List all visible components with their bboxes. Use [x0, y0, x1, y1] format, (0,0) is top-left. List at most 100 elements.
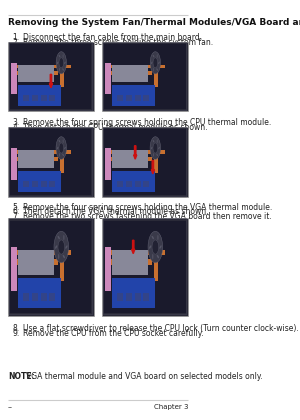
Bar	[154, 242, 158, 281]
Bar	[18, 278, 61, 308]
Text: 7.: 7.	[12, 212, 20, 221]
Ellipse shape	[158, 62, 160, 64]
Text: Then detach the CPU thermal module as shown.: Then detach the CPU thermal module as sh…	[22, 123, 207, 132]
Bar	[102, 42, 188, 111]
Ellipse shape	[55, 245, 57, 249]
Ellipse shape	[149, 245, 152, 249]
Ellipse shape	[157, 54, 158, 58]
Ellipse shape	[65, 245, 68, 249]
Bar	[8, 127, 94, 197]
Text: 9.: 9.	[12, 329, 20, 338]
Text: Remove the CPU from the CPU socket carefully.: Remove the CPU from the CPU socket caref…	[22, 329, 203, 338]
Bar	[112, 85, 155, 106]
Ellipse shape	[159, 245, 162, 249]
Text: NOTE:: NOTE:	[8, 372, 34, 381]
Bar	[135, 95, 141, 101]
Bar	[112, 150, 148, 168]
Bar	[40, 95, 46, 101]
FancyArrow shape	[50, 74, 52, 88]
Bar	[105, 247, 111, 291]
Bar	[104, 220, 185, 313]
Ellipse shape	[156, 68, 158, 71]
Bar	[112, 171, 155, 192]
Bar	[102, 127, 188, 197]
Ellipse shape	[58, 140, 60, 142]
Text: Removing the System Fan/Thermal Modules/VGA Board and CPU: Removing the System Fan/Thermal Modules/…	[8, 18, 300, 27]
Ellipse shape	[156, 154, 158, 156]
Ellipse shape	[63, 54, 64, 58]
FancyArrow shape	[134, 146, 137, 159]
Circle shape	[58, 240, 64, 254]
Bar	[154, 59, 158, 87]
Circle shape	[54, 231, 69, 263]
Bar	[104, 129, 185, 195]
Bar	[49, 95, 55, 101]
Bar	[109, 249, 165, 255]
Bar	[117, 293, 123, 301]
Bar	[109, 150, 165, 154]
Ellipse shape	[153, 55, 154, 57]
Ellipse shape	[59, 55, 60, 57]
FancyArrow shape	[132, 240, 135, 254]
Bar	[23, 95, 29, 101]
Bar	[11, 44, 92, 109]
Circle shape	[152, 240, 159, 254]
Bar	[32, 293, 38, 301]
Ellipse shape	[157, 255, 159, 258]
Text: Remove the four spring screws holding the CPU thermal module.: Remove the four spring screws holding th…	[22, 118, 271, 127]
Bar	[49, 181, 55, 187]
Circle shape	[153, 143, 158, 153]
Bar	[60, 144, 64, 173]
Bar	[40, 293, 46, 301]
Circle shape	[153, 58, 158, 68]
Bar	[15, 157, 58, 161]
Circle shape	[150, 137, 160, 159]
Text: Remove the four spring screws holding the VGA thermal module.: Remove the four spring screws holding th…	[22, 203, 272, 212]
Text: 1.: 1.	[13, 33, 20, 42]
FancyArrow shape	[151, 160, 154, 174]
Ellipse shape	[59, 153, 60, 157]
Text: Remove the three screws holding the system fan.: Remove the three screws holding the syst…	[22, 38, 213, 47]
Text: 6.: 6.	[12, 207, 20, 216]
Circle shape	[59, 58, 64, 68]
Ellipse shape	[151, 62, 152, 64]
Text: Use a flat screwdriver to release the CPU lock (Turn counter clock-wise).: Use a flat screwdriver to release the CP…	[22, 324, 298, 333]
Bar	[11, 63, 17, 94]
Bar	[105, 63, 111, 94]
Bar	[15, 150, 71, 154]
Ellipse shape	[58, 236, 60, 239]
Bar	[11, 148, 17, 180]
Circle shape	[56, 137, 67, 159]
Bar	[11, 220, 92, 313]
Bar	[15, 249, 71, 255]
Bar	[112, 250, 148, 275]
Bar	[15, 65, 71, 68]
Ellipse shape	[62, 154, 64, 156]
Text: --: --	[8, 404, 13, 410]
Text: 4.: 4.	[12, 123, 20, 132]
Text: 8.: 8.	[13, 324, 20, 333]
Text: Remove the two screws fastening the VGA board then remove it.: Remove the two screws fastening the VGA …	[22, 212, 271, 221]
Bar	[23, 293, 29, 301]
Bar	[60, 242, 64, 281]
Bar	[117, 95, 123, 101]
Bar	[105, 148, 111, 180]
Ellipse shape	[64, 62, 66, 64]
Bar	[49, 293, 55, 301]
Bar	[18, 85, 61, 106]
Ellipse shape	[158, 147, 160, 149]
Bar	[143, 95, 149, 101]
Bar	[32, 95, 38, 101]
Bar	[126, 181, 132, 187]
Text: VGA thermal module and VGA board on selected models only.: VGA thermal module and VGA board on sele…	[26, 372, 263, 381]
Circle shape	[59, 143, 64, 153]
Text: Chapter 3: Chapter 3	[154, 404, 188, 410]
Bar	[109, 71, 152, 75]
Bar	[18, 65, 54, 82]
Text: Disconnect the fan cable from the main board.: Disconnect the fan cable from the main b…	[22, 33, 202, 42]
Ellipse shape	[62, 68, 64, 71]
Ellipse shape	[63, 235, 64, 240]
Ellipse shape	[153, 153, 154, 157]
Bar	[8, 42, 94, 111]
Bar	[126, 95, 132, 101]
